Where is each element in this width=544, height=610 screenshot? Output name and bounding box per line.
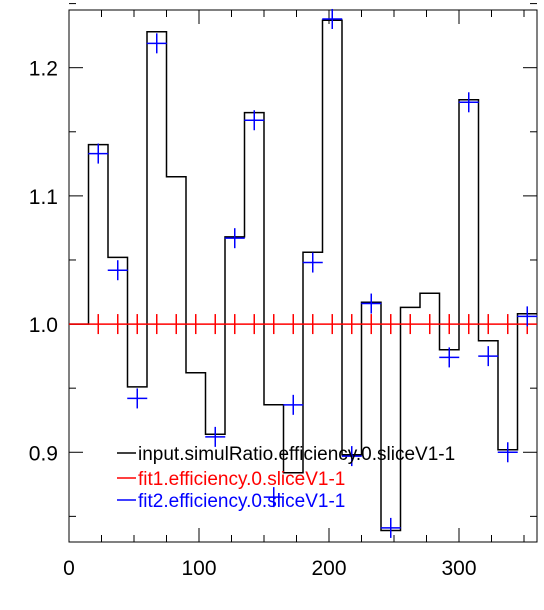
x-axis-tick-labels: 0 100 200 300	[63, 557, 476, 580]
fit2-point	[263, 487, 284, 508]
fit2-point	[107, 260, 128, 281]
fit2-point	[361, 293, 382, 314]
histogram-input-simulratio	[69, 19, 537, 532]
fit2-point	[127, 388, 148, 409]
y-axis-tick-labels: 0.9 1.0 1.1 1.2	[29, 58, 58, 466]
fit2-point	[302, 252, 323, 273]
legend-label-fit2: fit2.efficiency.0.sliceV1-1	[138, 491, 345, 512]
fit2-point	[439, 347, 460, 368]
legend: input.simulRatio.efficiency.0.sliceV1-1 …	[117, 444, 455, 512]
fit2-point	[322, 8, 343, 29]
legend-label-fit1: fit1.efficiency.0.sliceV1-1	[138, 469, 345, 490]
x-tick-label: 100	[181, 557, 216, 580]
fit2-point	[205, 426, 226, 447]
x-tick-label: 0	[63, 557, 75, 580]
fit2-point	[88, 143, 109, 164]
y-tick-label: 0.9	[29, 442, 58, 465]
legend-label-input: input.simulRatio.efficiency.0.sliceV1-1	[138, 444, 455, 465]
fit2-point	[283, 394, 304, 415]
fit2-point	[497, 442, 518, 463]
fit2-point	[341, 446, 362, 467]
fit2-point	[458, 92, 479, 113]
series-layer	[69, 8, 538, 538]
fit2-point	[146, 33, 167, 54]
y-tick-label: 1.2	[29, 58, 58, 81]
fit2-point	[478, 346, 499, 367]
fit2-point	[224, 228, 245, 249]
fit2-point	[380, 517, 401, 538]
x-tick-label: 200	[311, 557, 346, 580]
y-tick-label: 1.0	[29, 314, 58, 337]
y-tick-label: 1.1	[29, 186, 58, 209]
fit2-point	[517, 306, 538, 327]
x-tick-label: 300	[441, 557, 476, 580]
fit2-point	[244, 110, 265, 131]
plot-frame	[68, 9, 538, 543]
